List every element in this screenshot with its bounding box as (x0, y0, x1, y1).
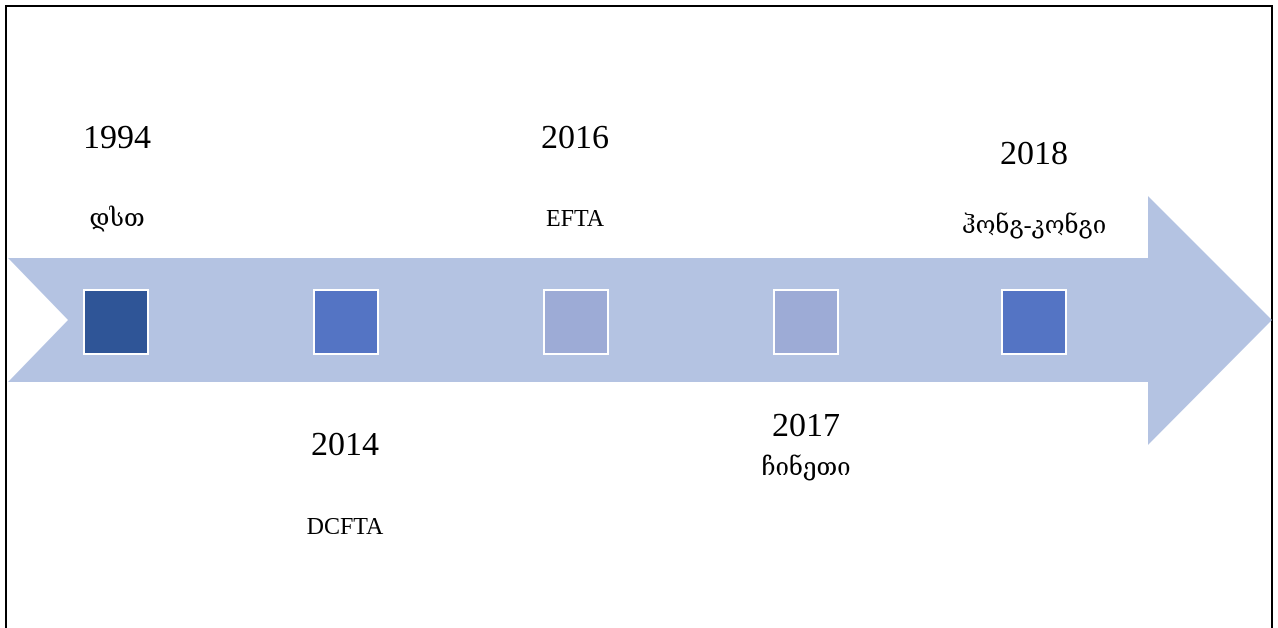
event-year: 2016 (541, 119, 609, 156)
event-label: DCFTA (307, 514, 384, 540)
event-label: EFTA (546, 206, 605, 232)
event-marker (1001, 289, 1067, 355)
event-year: 2014 (311, 426, 379, 463)
event-label: დსთ (89, 206, 144, 232)
event-year: 1994 (83, 119, 151, 156)
event-label: ჩინეთი (761, 454, 850, 481)
event-year: 2018 (1000, 135, 1068, 172)
event-label: ჰონგ-კონგი (962, 212, 1106, 239)
event-year: 2017 (772, 407, 840, 444)
event-marker (83, 289, 149, 355)
event-marker (773, 289, 839, 355)
event-marker (313, 289, 379, 355)
event-marker (543, 289, 609, 355)
events: 1994 დსთ 2014 DCFTA 2016 EFTA 2017 ჩინეთი 2018 ჰო… (83, 119, 1106, 540)
arrow (8, 196, 1272, 445)
